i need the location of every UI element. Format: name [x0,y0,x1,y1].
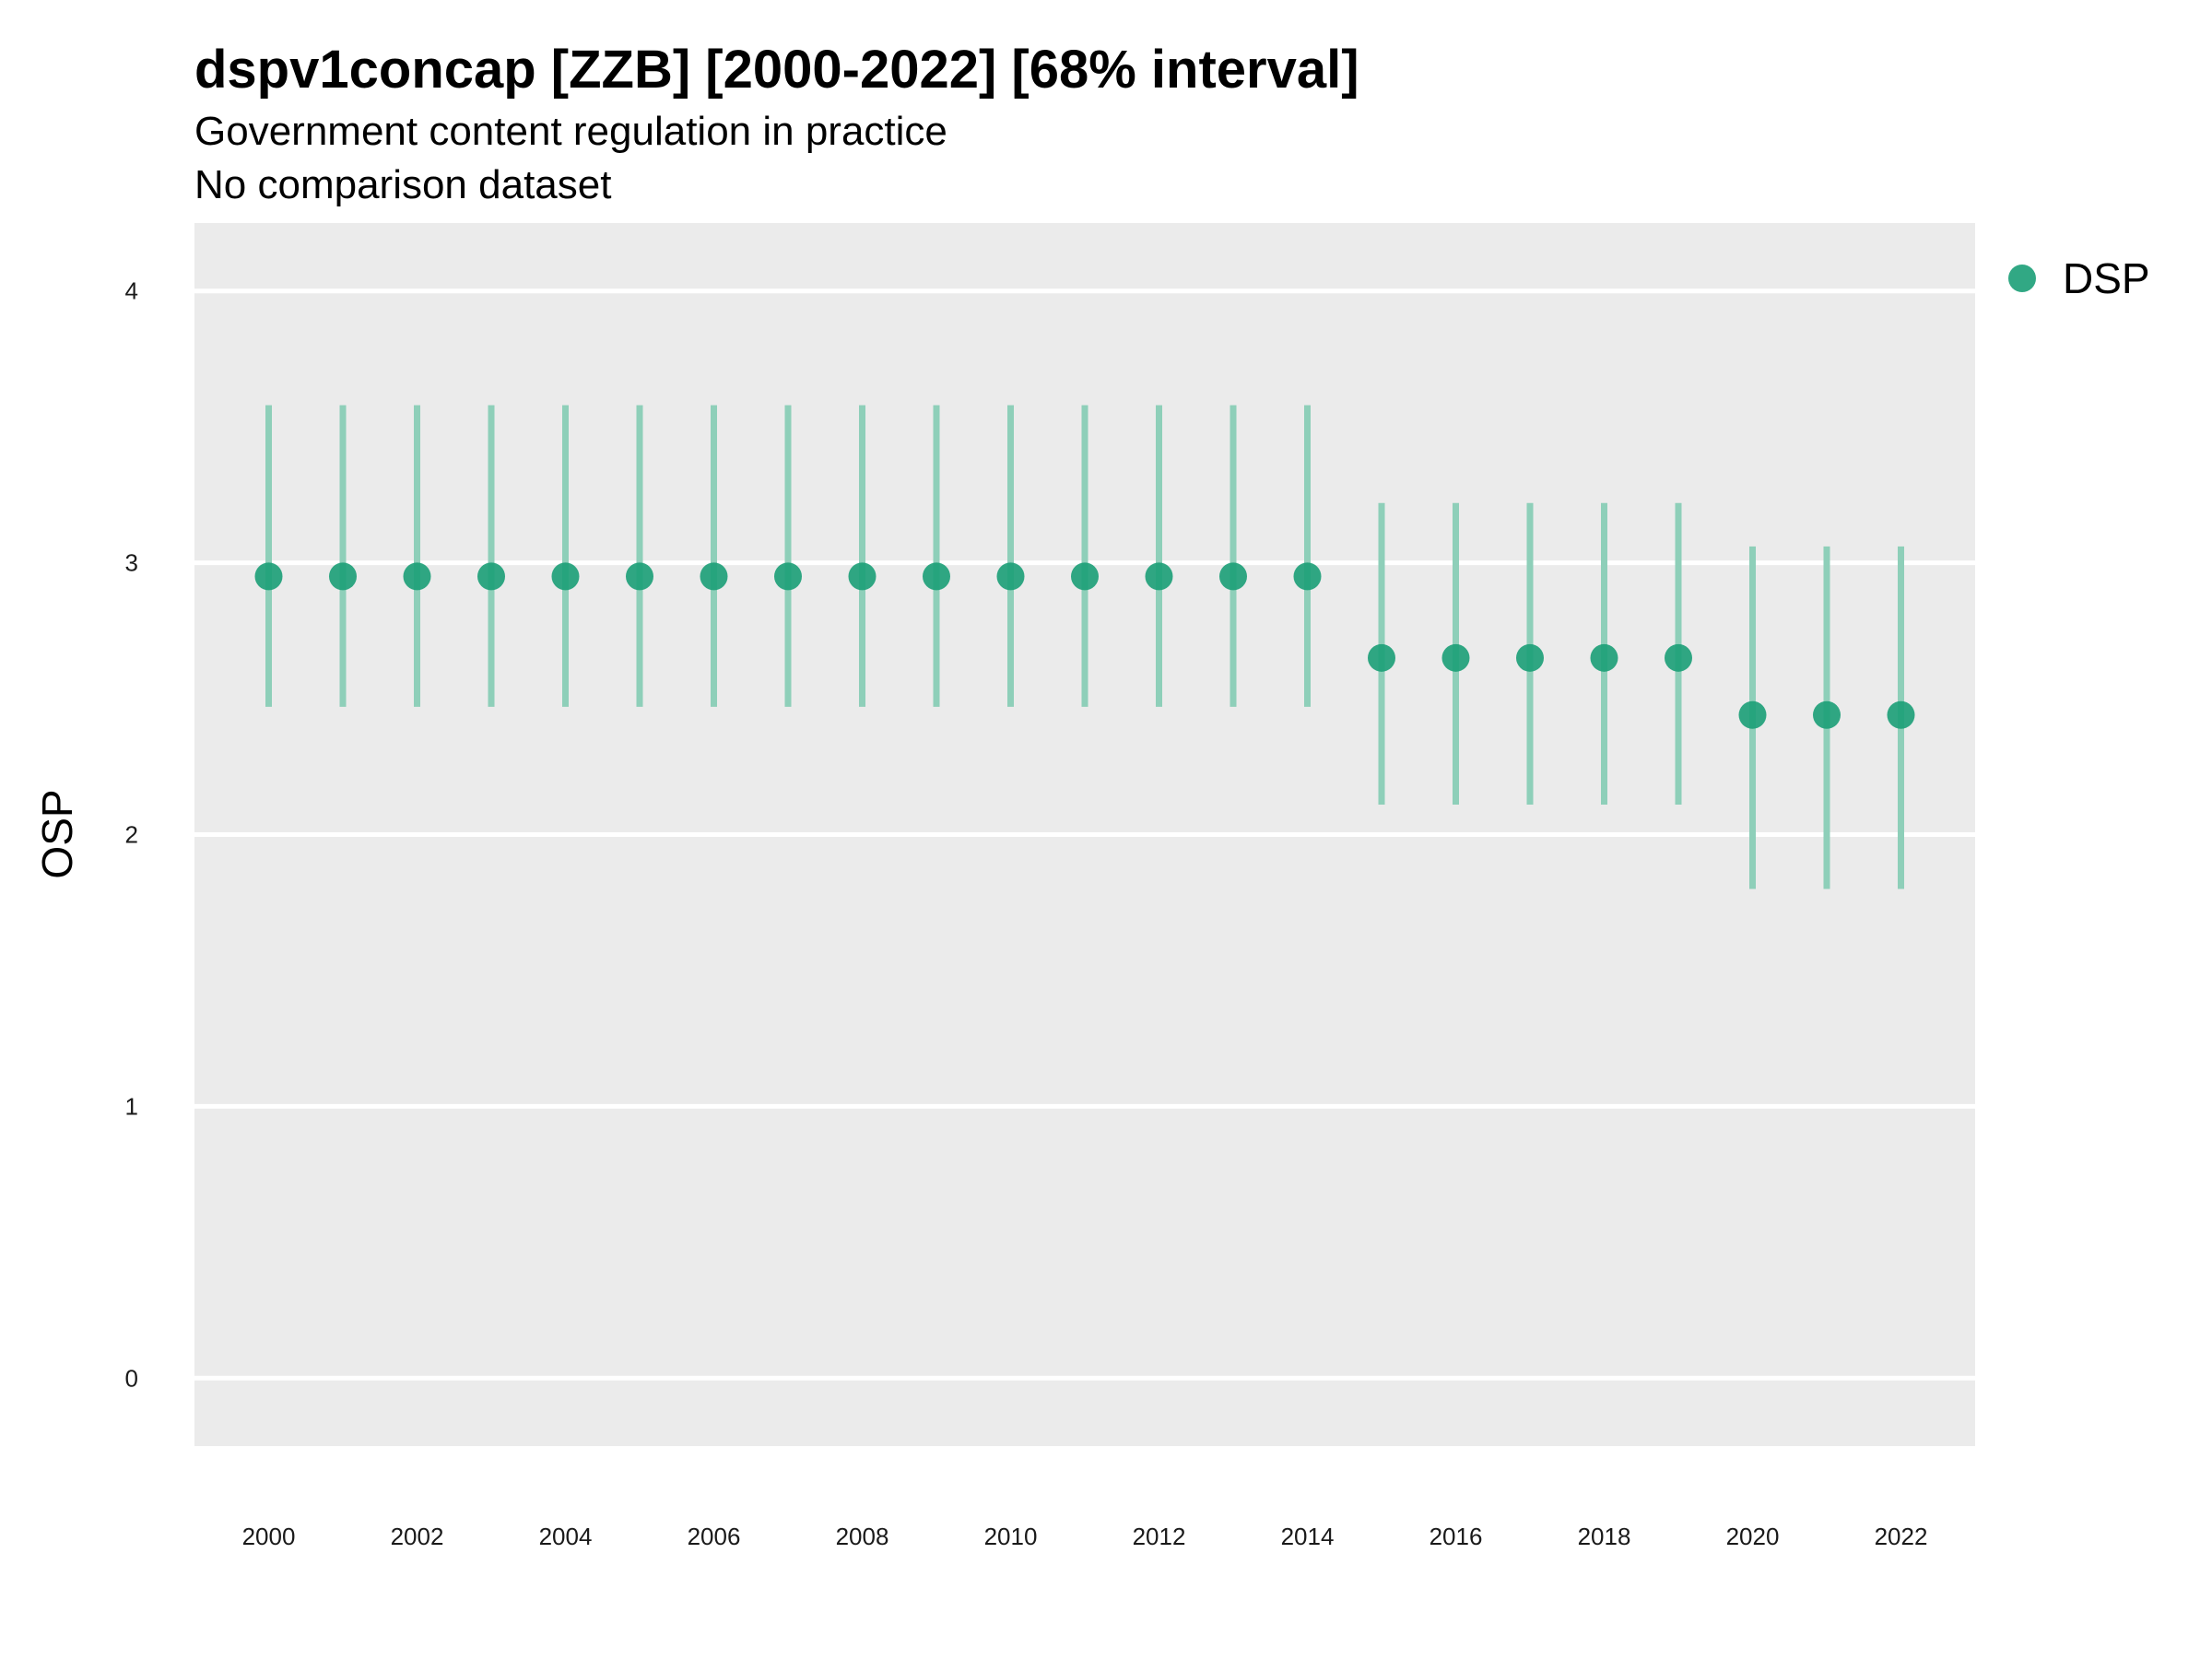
y-axis-title: OSP [33,789,81,878]
x-tick-label: 2000 [242,1523,296,1550]
x-tick-label: 2012 [1133,1523,1186,1550]
chart-title: dspv1concap [ZZB] [2000-2022] [68% inter… [194,40,1359,100]
data-point [923,562,950,591]
data-points [254,562,1915,729]
data-point [477,562,505,591]
data-point [1887,700,1915,729]
y-tick-label: 0 [125,1364,138,1392]
x-tick-label: 2004 [539,1523,593,1550]
y-tick-label: 4 [125,277,138,305]
y-tick-label: 3 [125,549,138,577]
data-point [848,562,877,591]
data-point [700,562,728,591]
x-axis-tick-labels: 2000 2002 2004 2006 2008 2010 2012 2014 2016 2018… [242,1523,1928,1550]
legend: DSP [2008,254,2150,302]
chart-subtitle: Government content regulation in practic… [194,109,947,154]
x-tick-label: 2022 [1875,1523,1928,1550]
x-tick-label: 2002 [391,1523,444,1550]
data-point [1145,562,1173,591]
data-point [1590,643,1618,672]
legend-marker [2008,265,2036,292]
data-point [551,562,580,591]
data-point [626,562,653,591]
y-axis-tick-labels: 0 1 2 3 4 [125,277,138,1393]
data-point [1293,562,1322,591]
data-point [1516,643,1544,672]
data-point [1368,643,1395,672]
data-point [329,562,357,591]
x-tick-label: 2014 [1281,1523,1335,1550]
data-point [1441,643,1470,672]
chart-subtitle-secondary: No comparison dataset [194,162,611,207]
y-tick-label: 1 [125,1092,138,1120]
data-point [996,562,1025,591]
x-tick-label: 2018 [1578,1523,1631,1550]
data-point [1219,562,1247,591]
x-tick-label: 2006 [688,1523,741,1550]
data-point [1813,700,1841,729]
x-tick-label: 2008 [836,1523,889,1550]
x-tick-label: 2020 [1726,1523,1780,1550]
data-point [254,562,283,591]
data-point [1071,562,1099,591]
x-tick-label: 2010 [984,1523,1038,1550]
data-point [774,562,802,591]
data-point [1738,700,1767,729]
data-point [403,562,431,591]
x-tick-label: 2016 [1430,1523,1483,1550]
data-point [1665,643,1692,672]
y-tick-label: 2 [125,821,138,849]
legend-label-dsp: DSP [2063,254,2150,302]
